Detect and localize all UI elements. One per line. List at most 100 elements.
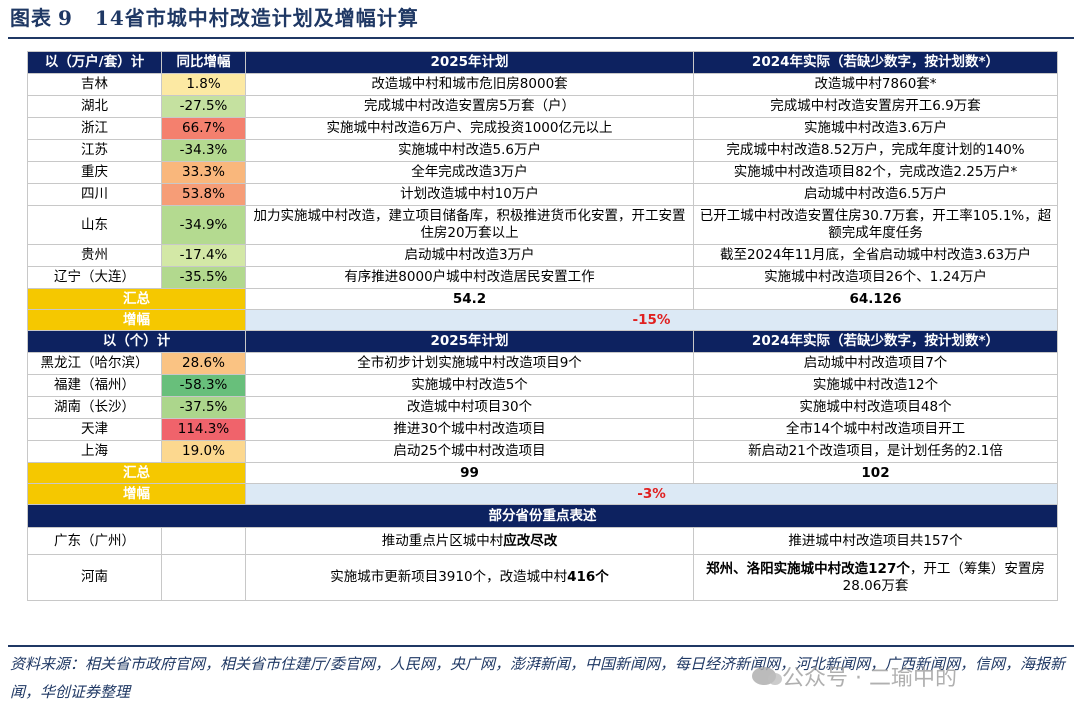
growth-label: 增幅	[27, 309, 246, 331]
col-header-plan: 2025年计划	[245, 330, 694, 353]
total-label: 汇总	[27, 462, 246, 484]
section2-total-row: 汇总 99 102	[27, 462, 1058, 484]
plan-text: 改造城中村和城市危旧房8000套	[245, 73, 694, 96]
plan-text: 加力实施城中村改造，建立项目储备库，积极推进货币化安置，开工安置住房20万套以上	[245, 205, 694, 245]
growth-cell: -58.3%	[161, 374, 246, 397]
region-name: 湖南（长沙）	[27, 396, 162, 419]
province-row: 江苏 -34.3% 实施城中村改造5.6万户 完成城中村改造8.52万户，完成年度计划…	[27, 139, 1058, 162]
actual-text-plain: ，开工（筹集）安置房28.06万套	[842, 560, 1045, 594]
region-name: 山东	[27, 205, 162, 245]
actual-text: 实施城中村改造12个	[693, 374, 1058, 397]
actual-text: 完成城中村改造8.52万户，完成年度计划的140%	[693, 139, 1058, 162]
section1-growth-row: 增幅 -15%	[27, 309, 1058, 331]
province-row: 贵州 -17.4% 启动城中村改造3万户 截至2024年11月底，全省启动城中村改造3…	[27, 244, 1058, 267]
growth-value: -15%	[245, 309, 1058, 331]
actual-text: 全市14个城中村改造项目开工	[693, 418, 1058, 441]
growth-label: 增幅	[27, 483, 246, 505]
bottom-divider	[8, 645, 1074, 647]
growth-cell: -34.3%	[161, 139, 246, 162]
plan-text: 实施城中村改造5个	[245, 374, 694, 397]
region-name: 湖北	[27, 95, 162, 118]
growth-cell: 66.7%	[161, 117, 246, 140]
plan-text: 实施城中村改造5.6万户	[245, 139, 694, 162]
plan-text: 启动25个城中村改造项目	[245, 440, 694, 463]
actual-text-bold: 郑州、洛阳实施城中村改造127个	[706, 560, 910, 577]
guangdong-row: 广东（广州） 推动重点片区城中村应改尽改 推进城中村改造项目共157个	[27, 527, 1058, 555]
figure-caption: 14省市城中村改造计划及增幅计算	[94, 6, 419, 30]
section2-growth-row: 增幅 -3%	[27, 483, 1058, 505]
region-name: 上海	[27, 440, 162, 463]
region-name: 江苏	[27, 139, 162, 162]
growth-cell: -17.4%	[161, 244, 246, 267]
growth-cell: -34.9%	[161, 205, 246, 245]
total-actual: 102	[693, 462, 1058, 484]
city-row: 湖南（长沙） -37.5% 改造城中村项目30个 实施城中村改造项目48个	[27, 396, 1058, 419]
growth-cell: 114.3%	[161, 418, 246, 441]
region-name: 福建（福州）	[27, 374, 162, 397]
growth-cell: 1.8%	[161, 73, 246, 96]
plan-text: 完成城中村改造安置房5万套（户）	[245, 95, 694, 118]
actual-text: 已开工城中村改造安置住房30.7万套，开工率105.1%，超额完成年度任务	[693, 205, 1058, 245]
section1-header-row: 以（万户/套）计 同比增幅 2025年计划 2024年实际（若缺少数字，按计划数…	[27, 51, 1058, 74]
region-name: 四川	[27, 183, 162, 206]
actual-text: 完成城中村改造安置房开工6.9万套	[693, 95, 1058, 118]
actual-text: 截至2024年11月底，全省启动城中村改造3.63万户	[693, 244, 1058, 267]
city-row: 天津 114.3% 推进30个城中村改造项目 全市14个城中村改造项目开工	[27, 418, 1058, 441]
plan-text: 全年完成改造3万户	[245, 161, 694, 184]
region-name: 天津	[27, 418, 162, 441]
actual-text: 实施城中村改造项目82个，完成改造2.25万户*	[693, 161, 1058, 184]
province-row: 浙江 66.7% 实施城中村改造6万户、完成投资1000亿元以上 实施城中村改造3.6…	[27, 117, 1058, 140]
province-row: 重庆 33.3% 全年完成改造3万户 实施城中村改造项目82个，完成改造2.25万户*	[27, 161, 1058, 184]
growth-cell: -35.5%	[161, 266, 246, 289]
growth-cell: -37.5%	[161, 396, 246, 419]
col-header-actual: 2024年实际（若缺少数字，按计划数*）	[693, 330, 1058, 353]
region-name: 黑龙江（哈尔滨）	[27, 352, 162, 375]
section2-header-row: 以（个）计 2025年计划 2024年实际（若缺少数字，按计划数*）	[27, 330, 1058, 353]
growth-cell: 28.6%	[161, 352, 246, 375]
plan-text: 启动城中村改造3万户	[245, 244, 694, 267]
plan-text: 全市初步计划实施城中村改造项目9个	[245, 352, 694, 375]
total-plan: 54.2	[245, 288, 694, 310]
province-row: 辽宁（大连） -35.5% 有序推进8000户城中村改造居民安置工作 实施城中村改造项…	[27, 266, 1058, 289]
growth-cell: 19.0%	[161, 440, 246, 463]
region-name: 河南	[27, 554, 162, 601]
actual-text: 启动城中村改造项目7个	[693, 352, 1058, 375]
actual-text: 郑州、洛阳实施城中村改造127个，开工（筹集）安置房28.06万套	[693, 554, 1058, 601]
actual-text: 实施城中村改造项目26个、1.24万户	[693, 266, 1058, 289]
figure-title: 图表 9 14省市城中村改造计划及增幅计算	[10, 2, 419, 34]
col-header-growth: 同比增幅	[161, 51, 246, 74]
total-actual: 64.126	[693, 288, 1058, 310]
col-header-unit: 以（万户/套）计	[27, 51, 162, 74]
plan-text: 改造城中村项目30个	[245, 396, 694, 419]
region-name: 贵州	[27, 244, 162, 267]
actual-text: 启动城中村改造6.5万户	[693, 183, 1058, 206]
watermark: 公众号 · 二瑜中的	[752, 660, 957, 692]
plan-text-bold: 416个	[567, 569, 609, 585]
actual-text: 改造城中村7860套*	[693, 73, 1058, 96]
growth-cell: -27.5%	[161, 95, 246, 118]
renovation-table: 以（万户/套）计 同比增幅 2025年计划 2024年实际（若缺少数字，按计划数…	[27, 51, 1058, 601]
plan-text: 实施城中村改造6万户、完成投资1000亿元以上	[245, 117, 694, 140]
section1-total-row: 汇总 54.2 64.126	[27, 288, 1058, 310]
actual-text: 推进城中村改造项目共157个	[693, 527, 1058, 555]
city-row: 黑龙江（哈尔滨） 28.6% 全市初步计划实施城中村改造项目9个 启动城中村改造项目7…	[27, 352, 1058, 375]
plan-text-plain: 实施城市更新项目3910个，改造城中村	[330, 569, 568, 585]
region-name: 浙江	[27, 117, 162, 140]
growth-cell: 33.3%	[161, 161, 246, 184]
city-row: 福建（福州） -58.3% 实施城中村改造5个 实施城中村改造12个	[27, 374, 1058, 397]
plan-text: 有序推进8000户城中村改造居民安置工作	[245, 266, 694, 289]
province-row: 山东 -34.9% 加力实施城中村改造，建立项目储备库，积极推进货币化安置，开工安置…	[27, 205, 1058, 245]
plan-text: 推动重点片区城中村应改尽改	[245, 527, 694, 555]
province-row: 湖北 -27.5% 完成城中村改造安置房5万套（户） 完成城中村改造安置房开工6.9万…	[27, 95, 1058, 118]
figure-number: 9	[58, 6, 73, 30]
region-name: 广东（广州）	[27, 527, 162, 555]
total-plan: 99	[245, 462, 694, 484]
plan-text: 计划改造城中村10万户	[245, 183, 694, 206]
region-name: 吉林	[27, 73, 162, 96]
henan-row: 河南 实施城市更新项目3910个，改造城中村416个 郑州、洛阳实施城中村改造1…	[27, 554, 1058, 601]
province-row: 四川 53.8% 计划改造城中村10万户 启动城中村改造6.5万户	[27, 183, 1058, 206]
plan-text: 实施城市更新项目3910个，改造城中村416个	[245, 554, 694, 601]
col-header-unit: 以（个）计	[27, 330, 246, 353]
growth-value: -3%	[245, 483, 1058, 505]
figure-label: 图表	[10, 6, 52, 30]
